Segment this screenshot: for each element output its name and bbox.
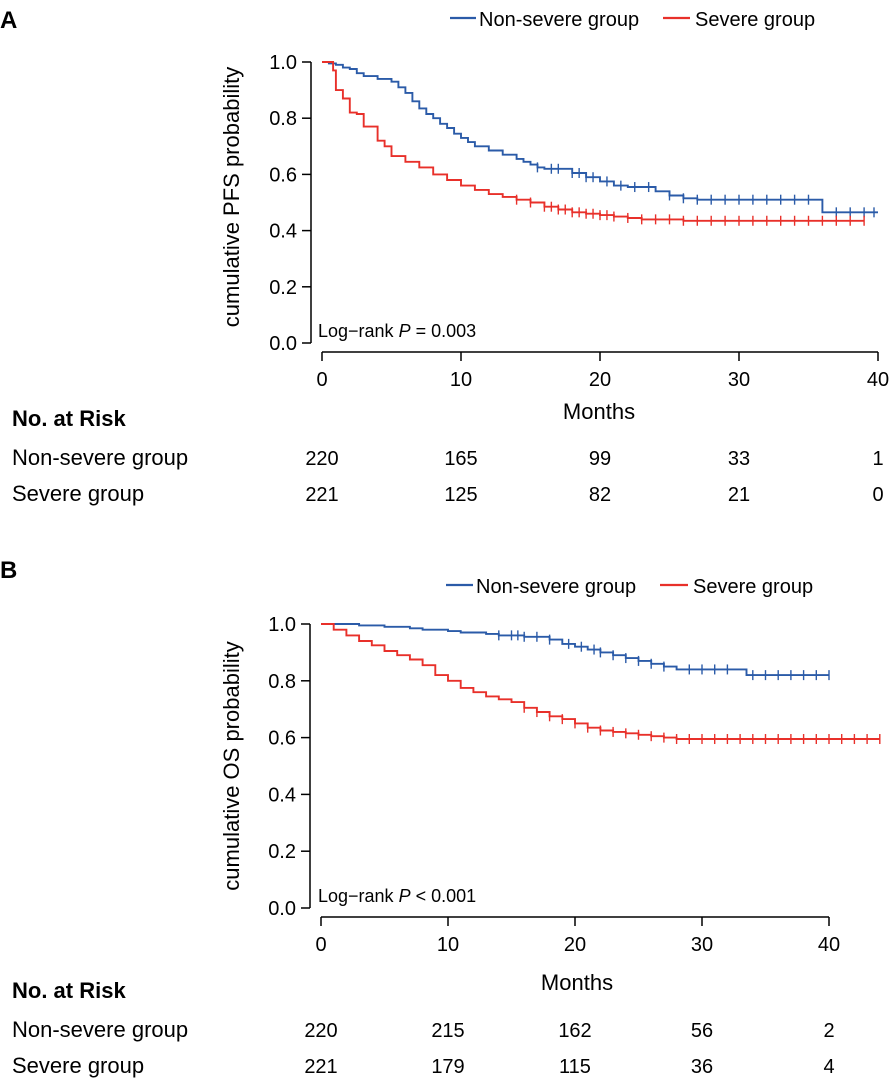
axes: 0.0 0.2 0.4 0.6 0.8 1.0 0 10 20 30 40 [269, 52, 889, 391]
legend-label-non-severe: Non-severe group [476, 576, 636, 598]
y-tick-label: 0.6 [268, 728, 296, 750]
y-tick-label: 0.4 [269, 221, 297, 243]
risk-table: No. at Risk Non-severe group Severe grou… [12, 978, 835, 1078]
legend: Non-severe group Severe group [446, 576, 813, 598]
risk-value: 179 [431, 1056, 464, 1078]
y-tick-label: 0.6 [269, 164, 297, 186]
survival-curves [322, 61, 878, 226]
risk-row-label-severe: Severe group [12, 1053, 144, 1078]
y-tick-label: 1.0 [268, 614, 296, 636]
risk-table-title: No. at Risk [12, 406, 126, 431]
survival-curves [321, 623, 881, 745]
log-rank-value: = 0.003 [411, 321, 477, 341]
risk-value: 36 [691, 1056, 713, 1078]
y-tick-label: 0.2 [268, 841, 296, 863]
risk-value: 220 [305, 448, 338, 470]
log-rank-prefix: Log−rank [318, 886, 399, 906]
log-rank-annotation: Log−rank P < 0.001 [318, 886, 476, 906]
risk-value: 99 [589, 448, 611, 470]
x-tick-label: 40 [867, 369, 889, 391]
risk-value: 1 [872, 448, 883, 470]
log-rank-annotation: Log−rank P = 0.003 [318, 321, 476, 341]
x-tick-label: 20 [589, 369, 611, 391]
risk-row-label-severe: Severe group [12, 481, 144, 506]
risk-value: 82 [589, 484, 611, 506]
km-curve-non-severe-group [321, 623, 829, 677]
risk-value: 215 [431, 1020, 464, 1042]
y-axis-title: cumulative OS probability [219, 641, 244, 890]
risk-value: 115 [559, 1056, 591, 1078]
risk-value: 21 [728, 484, 750, 506]
log-rank-prefix: Log−rank [318, 321, 399, 341]
risk-value: 4 [823, 1056, 834, 1078]
km-curve-non-severe-group [322, 61, 878, 214]
panel-letter: A [0, 7, 17, 34]
x-tick-label: 10 [437, 934, 459, 956]
log-rank-value: < 0.001 [411, 886, 477, 906]
risk-value: 221 [304, 1056, 337, 1078]
p-symbol: P [399, 886, 411, 906]
risk-table: No. at Risk Non-severe group Severe grou… [12, 406, 884, 506]
p-symbol: P [399, 321, 411, 341]
risk-row-label-non-severe: Non-severe group [12, 445, 188, 470]
risk-value: 162 [558, 1020, 591, 1042]
y-tick-label: 0.4 [268, 784, 296, 806]
legend-label-severe: Severe group [693, 576, 813, 598]
x-tick-label: 0 [315, 934, 326, 956]
legend-label-non-severe: Non-severe group [479, 9, 639, 31]
risk-value: 56 [691, 1020, 713, 1042]
risk-table-title: No. at Risk [12, 978, 126, 1003]
y-tick-label: 0.0 [268, 898, 296, 920]
risk-value: 220 [304, 1020, 337, 1042]
panel-b: B Non-severe group Severe group cumulati… [0, 557, 881, 1078]
x-axis-title: Months [541, 970, 613, 995]
risk-row-label-non-severe: Non-severe group [12, 1017, 188, 1042]
panel-a: A Non-severe group Severe group cumulati… [0, 7, 889, 506]
y-tick-label: 1.0 [269, 52, 297, 74]
y-axis-title: cumulative PFS probability [219, 67, 244, 327]
x-tick-label: 20 [564, 934, 586, 956]
axes: 0.0 0.2 0.4 0.6 0.8 1.0 0 10 20 30 40 [268, 614, 840, 956]
risk-values: 220 165 99 33 1 221 125 82 21 0 [305, 448, 883, 506]
y-tick-label: 0.2 [269, 277, 297, 299]
risk-value: 165 [444, 448, 477, 470]
x-axis-title: Months [563, 399, 635, 424]
risk-value: 125 [444, 484, 477, 506]
legend: Non-severe group Severe group [450, 9, 815, 31]
x-tick-label: 30 [728, 369, 750, 391]
x-tick-label: 10 [450, 369, 472, 391]
risk-value: 0 [872, 484, 883, 506]
x-tick-label: 40 [818, 934, 840, 956]
y-tick-label: 0.8 [269, 108, 297, 130]
risk-value: 221 [305, 484, 338, 506]
km-curve-severe-group [322, 61, 865, 222]
y-tick-label: 0.0 [269, 333, 297, 355]
risk-value: 2 [823, 1020, 834, 1042]
km-curve-severe-group [321, 623, 880, 740]
panel-letter: B [0, 557, 17, 584]
x-tick-label: 0 [316, 369, 327, 391]
y-tick-label: 0.8 [268, 671, 296, 693]
legend-label-severe: Severe group [695, 9, 815, 31]
risk-value: 33 [728, 448, 750, 470]
x-tick-label: 30 [691, 934, 713, 956]
risk-values: 220 215 162 56 2 221 179 115 36 4 [304, 1020, 834, 1078]
